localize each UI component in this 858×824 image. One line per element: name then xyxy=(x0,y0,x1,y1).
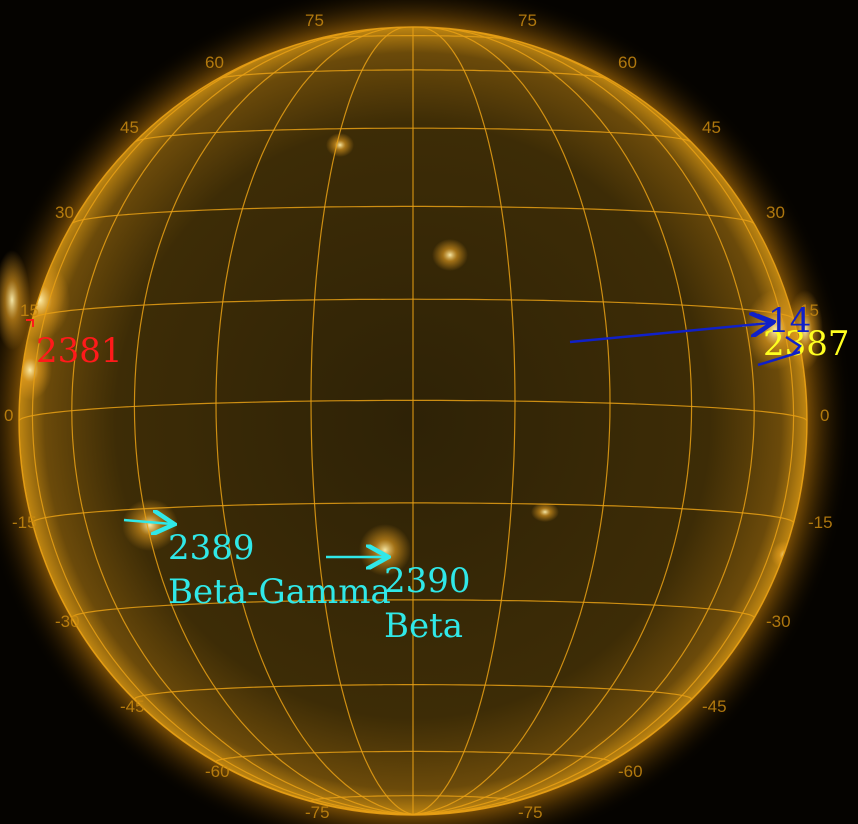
grid-line xyxy=(133,27,414,815)
region-14-marker xyxy=(785,335,802,355)
limb-brightening-left xyxy=(0,250,30,350)
grid-line xyxy=(71,28,414,815)
label-left-15: 15 xyxy=(20,301,39,320)
grid-line xyxy=(412,27,611,815)
region-2390-number: 2390 xyxy=(384,561,471,601)
label-left-60: 60 xyxy=(205,53,224,72)
region-2390-type: Beta xyxy=(384,606,463,646)
region-2387-number: 2387 xyxy=(763,324,850,364)
region-14-number: 14 xyxy=(768,301,811,341)
label-right-45: 45 xyxy=(702,118,721,137)
region-2387-annotation: 2387 xyxy=(741,322,850,364)
grid-line xyxy=(31,32,414,815)
region-2381-marker xyxy=(26,319,34,327)
label-left-m30: -30 xyxy=(55,612,80,631)
region-2381-number: 2381 xyxy=(36,331,123,371)
limb-outline xyxy=(18,26,808,816)
label-bottom-left-m75: -75 xyxy=(305,803,330,822)
region-14-arrow-short xyxy=(757,350,801,367)
label-left-m45: -45 xyxy=(120,697,145,716)
region-2381-annotation: 2381 xyxy=(26,319,123,371)
grid-labels: 75 75 60 60 45 45 30 30 15 15 0 0 -15 -1… xyxy=(4,11,833,822)
label-bottom-right-m75: -75 xyxy=(518,803,543,822)
grid-line xyxy=(310,27,414,815)
label-left-30: 30 xyxy=(55,203,74,222)
label-right-0: 0 xyxy=(820,406,829,425)
label-right-30: 30 xyxy=(766,203,785,222)
label-right-m30: -30 xyxy=(766,612,791,631)
region-2389-number: 2389 xyxy=(168,528,255,568)
grid-line xyxy=(412,27,693,815)
label-right-m15: -15 xyxy=(808,513,833,532)
region-2389-arrow xyxy=(123,520,172,524)
region-2389-type: Beta-Gamma xyxy=(168,572,391,612)
label-left-0: 0 xyxy=(4,406,13,425)
label-top-right-75: 75 xyxy=(518,11,537,30)
label-right-m45: -45 xyxy=(702,697,727,716)
grid-line xyxy=(412,28,755,815)
label-left-m60: -60 xyxy=(205,762,230,781)
region-2390-annotation: 2390 Beta xyxy=(326,557,471,646)
region-14-annotation: 14 xyxy=(569,301,811,367)
region-2389-annotation: 2389 Beta-Gamma xyxy=(123,520,391,612)
label-right-60: 60 xyxy=(618,53,637,72)
grid-line xyxy=(412,32,795,815)
grid-line xyxy=(215,27,414,815)
grid-line xyxy=(412,27,516,815)
region-14-arrow-long xyxy=(569,323,770,344)
label-top-left-75: 75 xyxy=(305,11,324,30)
label-right-15: 15 xyxy=(800,301,819,320)
label-left-45: 45 xyxy=(120,118,139,137)
label-right-m60: -60 xyxy=(618,762,643,781)
label-left-m15: -15 xyxy=(12,513,37,532)
